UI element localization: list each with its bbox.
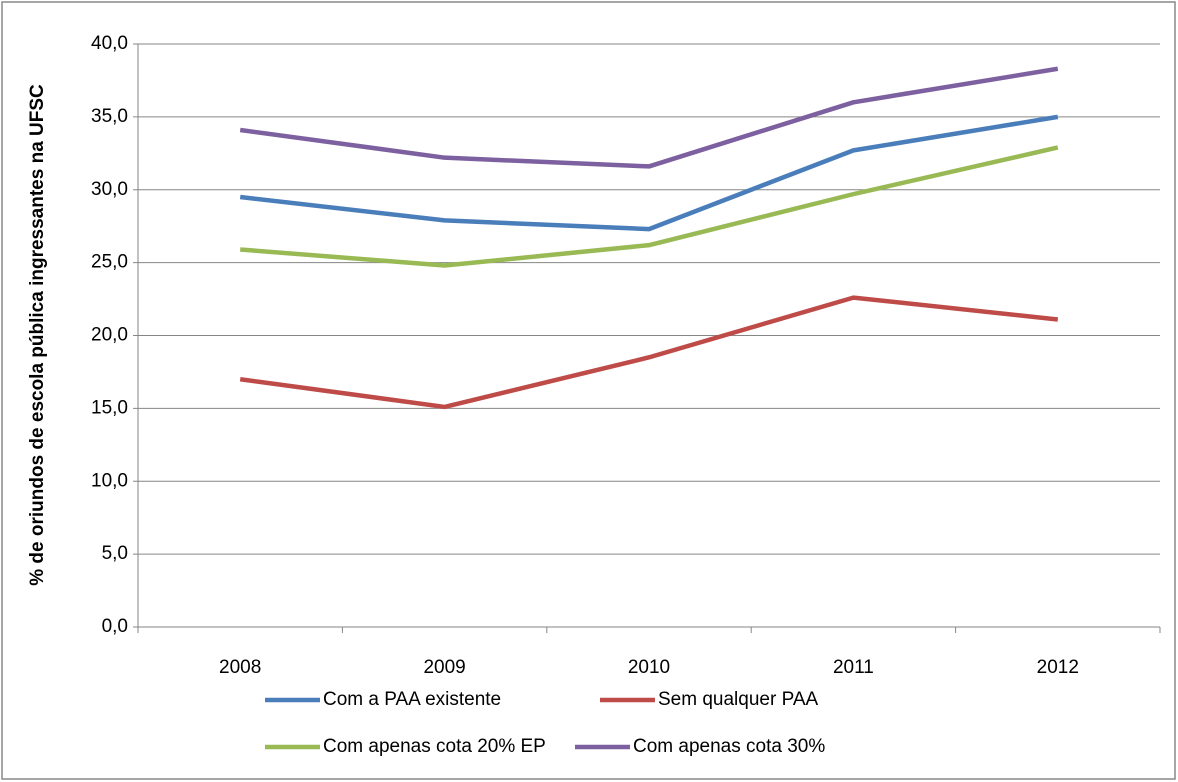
y-axis-label: % de oriundos de escola pública ingressa… [27, 84, 48, 586]
series-line [239, 66, 1059, 169]
series-line [239, 114, 1059, 232]
x-tick-label: 2008 [219, 657, 261, 678]
y-tick-label: 20,0 [91, 325, 128, 346]
y-tick-label: 15,0 [91, 397, 128, 418]
y-tick-label: 25,0 [91, 252, 128, 273]
x-tick-label: 2012 [1037, 657, 1079, 678]
y-tick-label: 0,0 [102, 616, 128, 637]
x-tick-label: 2009 [423, 657, 465, 678]
legend-label: Com apenas cota 30% [633, 736, 825, 757]
y-tick-label: 35,0 [91, 106, 128, 127]
y-tick-label: 5,0 [102, 543, 128, 564]
y-tick-label: 40,0 [91, 33, 128, 54]
y-tick-label: 10,0 [91, 470, 128, 491]
x-tick-label: 2011 [833, 657, 874, 678]
legend-label: Com a PAA existente [323, 689, 501, 710]
legend-label: Com apenas cota 20% EP [323, 736, 546, 757]
series-line [239, 295, 1059, 410]
legend-label: Sem qualquer PAA [658, 689, 819, 710]
x-tick-label: 2010 [628, 657, 670, 678]
series-line [240, 145, 1059, 268]
y-tick-label: 30,0 [91, 179, 128, 200]
